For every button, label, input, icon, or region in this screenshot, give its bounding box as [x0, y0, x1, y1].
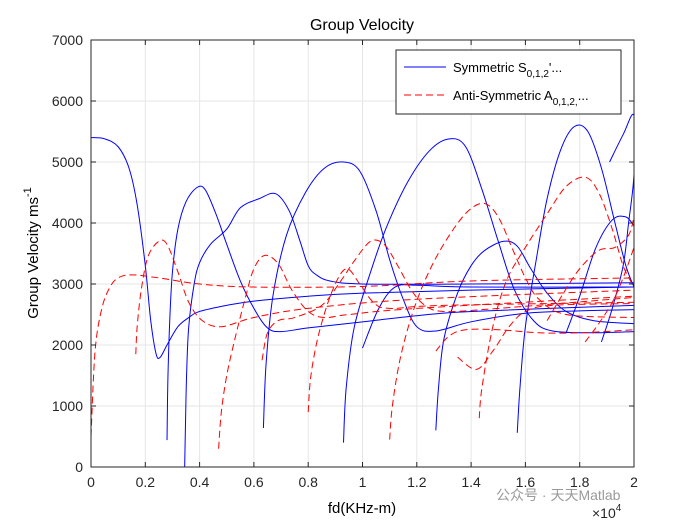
antisymmetric-mode-line-10	[91, 274, 634, 437]
y-tick-label: 7000	[52, 32, 83, 48]
chart-title: Group Velocity	[310, 17, 414, 34]
legend-symmetric-sub: 0,1,2	[527, 69, 550, 80]
antisymmetric-mode-line-12	[218, 254, 634, 449]
symmetric-mode-line-2	[166, 185, 634, 441]
symmetric-mode-line-1	[184, 192, 634, 467]
symmetric-mode-line-4	[343, 138, 634, 443]
y-tick-label: 4000	[52, 215, 83, 231]
x-exponent-power: 4	[616, 503, 622, 514]
antisymmetric-mode-line-17	[457, 303, 634, 370]
symmetric-mode-line-5	[435, 240, 634, 431]
y-tick-label: 2000	[52, 337, 83, 353]
symmetric-mode-line-3	[262, 161, 634, 428]
antisymmetric-mode-line-11	[135, 239, 634, 355]
y-tick-label: 1000	[52, 398, 83, 414]
legend-antisymmetric-sub: 0,1,2,	[553, 97, 578, 108]
antisymmetric-mode-line-16	[435, 328, 634, 352]
x-axis-label: fd(KHz-m)	[328, 500, 396, 517]
antisymmetric-mode-line-19	[546, 216, 634, 321]
antisymmetric-mode-line-18	[478, 176, 634, 419]
x-tick-label: 0.2	[136, 474, 156, 490]
legend-antisymmetric-main: Anti-Symmetric A	[453, 88, 553, 103]
series-group	[91, 113, 634, 467]
y-tick-label: 0	[75, 459, 83, 475]
antisymmetric-mode-line-20	[584, 247, 634, 343]
symmetric-mode-line-7	[565, 215, 634, 333]
symmetric-mode-line-6	[516, 124, 634, 433]
x-tick-label: 1.6	[516, 474, 536, 490]
antisymmetric-mode-line-15	[389, 202, 634, 440]
tick-marks: 0 0.2 0.4 0.6 0.8 1 1.2 1.4 1.6 1.8 2 0 1000 2000 3000…	[52, 32, 638, 490]
symmetric-mode-line-8	[600, 113, 634, 343]
x-exponent: ×104	[592, 503, 622, 521]
x-tick-label: 1	[359, 474, 367, 490]
y-tick-label: 6000	[52, 93, 83, 109]
x-tick-label: 1.8	[570, 474, 590, 490]
x-exponent-base: ×10	[592, 505, 616, 521]
x-tick-label: 0.8	[298, 474, 318, 490]
y-axis-label-group: Group Velocity ms-1	[22, 187, 42, 319]
legend-box	[395, 49, 622, 115]
x-tick-label: 0.6	[244, 474, 264, 490]
x-tick-label: 0.4	[190, 474, 210, 490]
y-tick-label: 5000	[52, 154, 83, 170]
watermark: 公众号 · 天天Matlab	[496, 487, 621, 503]
antisymmetric-mode-line-13	[261, 239, 634, 361]
symmetric-mode-line-9	[362, 284, 634, 349]
legend-antisymmetric-label: Anti-Symmetric A0,1,2,...	[453, 88, 589, 108]
x-tick-label: 2	[630, 474, 638, 490]
x-tick-label: 1.2	[407, 474, 427, 490]
y-axis-label-sup: -1	[22, 187, 34, 197]
legend-symmetric-main: Symmetric S	[453, 60, 527, 75]
legend-symmetric-tail: '...	[549, 60, 562, 75]
x-tick-label: 1.4	[461, 474, 481, 490]
legend: Symmetric S0,1,2'... Anti-Symmetric A0,1…	[395, 49, 622, 115]
x-tick-label: 0	[87, 474, 95, 490]
symmetric-mode-line-0	[91, 137, 634, 360]
antisymmetric-mode-line-14	[307, 268, 634, 413]
y-axis-label-text: Group Velocity ms	[25, 197, 42, 319]
legend-symmetric-label: Symmetric S0,1,2'...	[453, 60, 562, 80]
y-tick-label: 3000	[52, 276, 83, 292]
y-axis-label: Group Velocity ms-1	[22, 187, 42, 319]
legend-antisymmetric-tail: ...	[578, 88, 589, 103]
